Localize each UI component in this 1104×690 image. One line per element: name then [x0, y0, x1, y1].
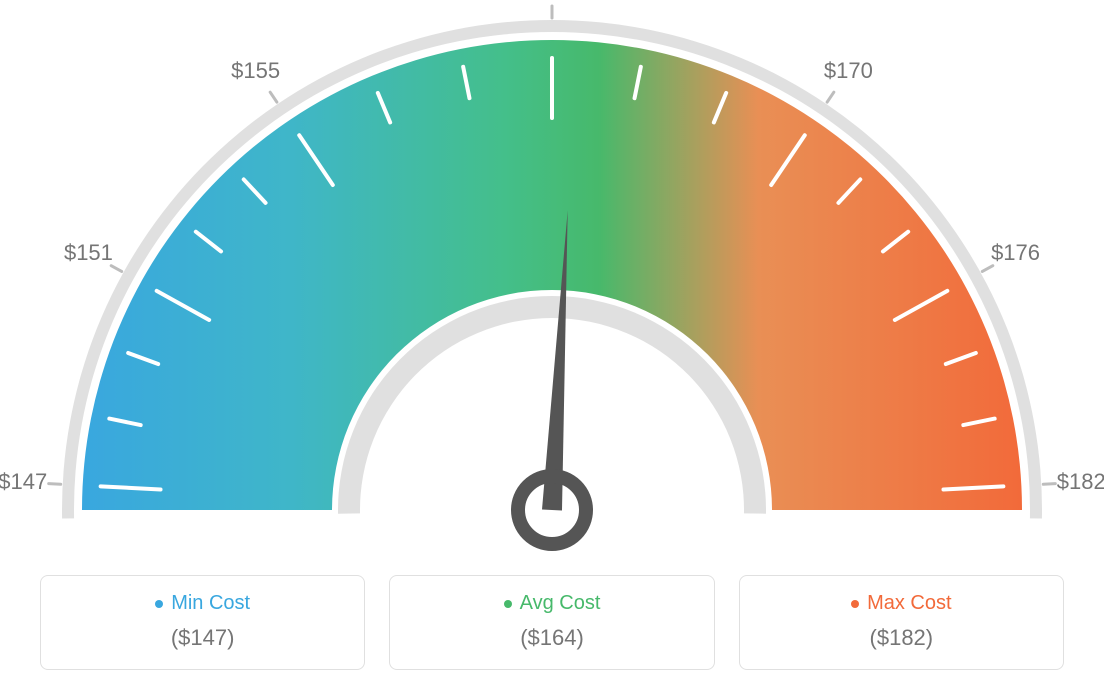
legend-label-text: Min Cost: [171, 592, 250, 615]
gauge-tick-label: $155: [231, 58, 280, 84]
legend-label-min: Min Cost: [61, 592, 344, 615]
legend-label-max: Max Cost: [760, 592, 1043, 615]
dot-icon: [155, 600, 163, 608]
dot-icon: [504, 600, 512, 608]
gauge-tick-label: $151: [64, 240, 113, 266]
legend-card-avg: Avg Cost ($164): [389, 575, 714, 670]
legend-row: Min Cost ($147) Avg Cost ($164) Max Cost…: [40, 575, 1064, 670]
gauge-tick-label: $182: [1057, 469, 1104, 495]
dot-icon: [851, 600, 859, 608]
legend-label-avg: Avg Cost: [410, 592, 693, 615]
legend-value-avg: ($164): [410, 625, 693, 651]
legend-card-min: Min Cost ($147): [40, 575, 365, 670]
cost-gauge-infographic: $147$151$155$164$170$176$182 Min Cost ($…: [0, 0, 1104, 690]
legend-value-max: ($182): [760, 625, 1043, 651]
gauge-tick-label: $176: [991, 240, 1040, 266]
legend-value-min: ($147): [61, 625, 344, 651]
gauge-tick-label: $170: [824, 58, 873, 84]
legend-card-max: Max Cost ($182): [739, 575, 1064, 670]
gauge-svg: [0, 0, 1104, 560]
legend-label-text: Max Cost: [867, 592, 951, 615]
gauge-chart: $147$151$155$164$170$176$182: [0, 0, 1104, 560]
gauge-tick-label: $147: [0, 469, 47, 495]
legend-label-text: Avg Cost: [520, 592, 601, 615]
